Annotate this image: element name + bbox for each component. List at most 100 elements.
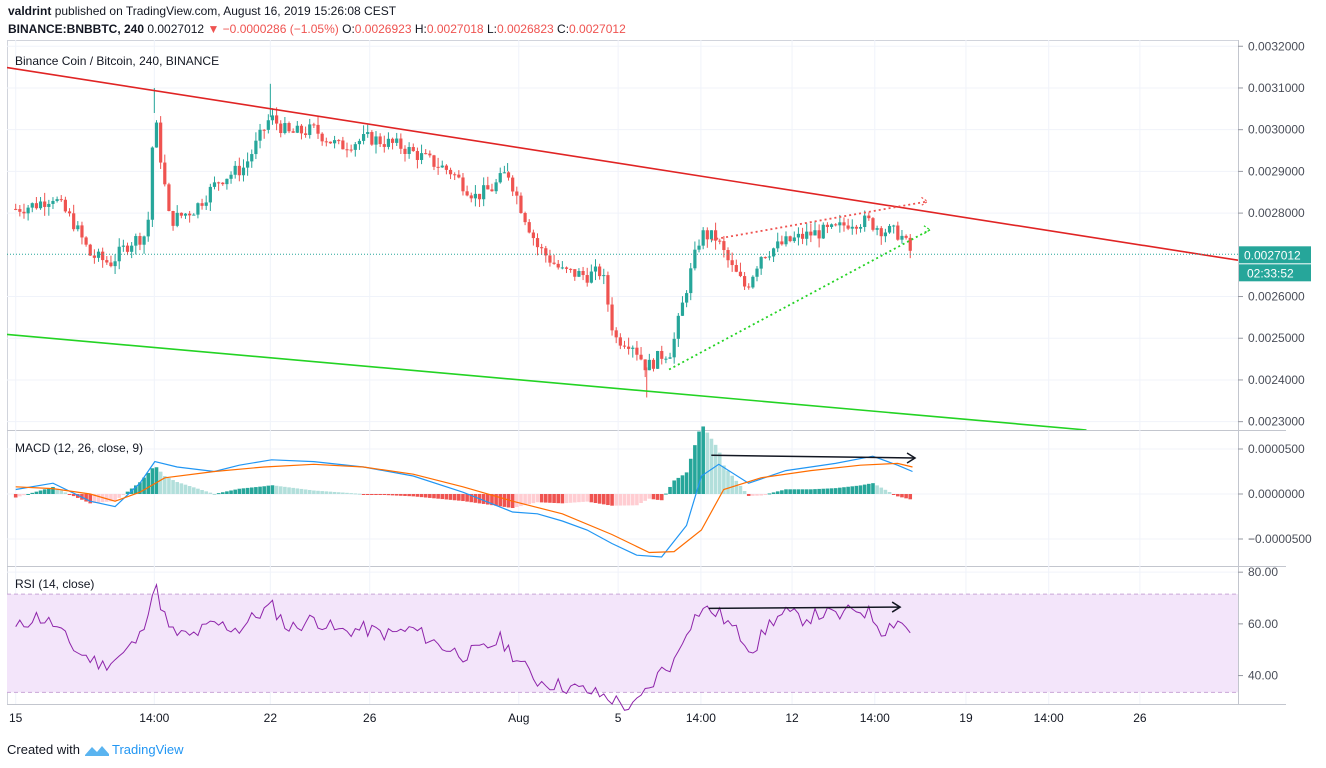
macd-histogram-bar <box>415 494 420 497</box>
macd-histogram-bar <box>84 494 88 502</box>
macd-histogram-bar <box>92 494 97 503</box>
candle <box>506 172 511 178</box>
macd-histogram-bar <box>746 494 751 496</box>
high-label: H: <box>414 22 427 36</box>
macd-histogram-bar <box>394 494 399 496</box>
candle <box>275 115 279 124</box>
candle <box>726 250 730 261</box>
candle <box>183 213 188 216</box>
candle <box>440 165 444 168</box>
candle <box>101 251 105 261</box>
macd-histogram-bar <box>635 494 639 506</box>
macd-histogram-bar <box>299 488 304 494</box>
macd-histogram-bar <box>316 490 320 494</box>
macd-histogram-bar <box>896 494 900 497</box>
candle <box>747 286 751 288</box>
x-tick-label: 14:00 <box>860 711 890 725</box>
macd-histogram-bar <box>266 485 271 494</box>
footer-brand[interactable]: TradingView <box>111 742 184 757</box>
macd-histogram-bar <box>278 486 283 494</box>
candle <box>643 359 647 371</box>
candle <box>759 257 763 269</box>
change-arrow-icon: ▼ <box>207 22 220 36</box>
macd-histogram-bar <box>212 493 217 495</box>
candle <box>751 276 755 288</box>
macd-histogram-bar <box>626 494 631 506</box>
macd-histogram-bar <box>734 480 739 494</box>
macd-histogram-bar <box>701 426 705 494</box>
trend-line <box>7 66 1238 262</box>
candle <box>130 245 134 252</box>
candle <box>88 244 92 256</box>
candle <box>403 148 407 154</box>
macd-histogram-bar <box>788 489 792 494</box>
macd-histogram-bar <box>506 494 511 508</box>
macd-histogram-bar <box>639 494 643 504</box>
macd-histogram-bar <box>142 477 146 494</box>
candle <box>709 230 714 240</box>
macd-histogram-bar <box>842 487 846 494</box>
x-tick-label: 14:00 <box>139 711 169 725</box>
macd-histogram-bar <box>651 494 656 500</box>
author-name[interactable]: valdrint <box>8 4 52 18</box>
macd-histogram-bar <box>187 486 192 494</box>
macd-histogram-bar <box>133 485 138 494</box>
macd-histogram-bar <box>270 485 275 494</box>
macd-histogram-bar <box>307 489 312 494</box>
macd-histogram-bar <box>668 486 672 494</box>
candle <box>672 338 676 358</box>
candle <box>312 124 316 126</box>
candle <box>22 211 26 214</box>
macd-histogram-bar <box>204 491 209 494</box>
candle <box>382 144 386 147</box>
candle <box>138 236 142 245</box>
candle <box>771 248 776 257</box>
candle <box>320 133 324 142</box>
macd-histogram-bar <box>332 491 337 494</box>
macd-histogram-bar <box>871 483 875 494</box>
candle <box>250 154 254 162</box>
x-tick-label: 26 <box>363 711 377 725</box>
macd-histogram-bar <box>780 490 784 494</box>
macd-histogram-bar <box>825 488 830 494</box>
macd-histogram-bar <box>531 494 536 504</box>
candle <box>742 276 747 287</box>
candle <box>453 174 457 176</box>
candle <box>763 257 767 259</box>
countdown-tag <box>1239 264 1311 282</box>
macd-histogram-bar <box>320 491 324 494</box>
macd-histogram-bar <box>548 494 552 503</box>
macd-histogram-bar <box>179 483 184 494</box>
macd-histogram-bar <box>146 472 151 494</box>
macd-histogram-bar <box>838 487 842 494</box>
candle <box>527 222 531 233</box>
grid <box>7 40 1238 704</box>
candle <box>55 199 59 201</box>
candle <box>569 268 573 270</box>
candle <box>432 155 436 167</box>
macd-histogram-bar <box>42 489 47 494</box>
rsi-pane-title: RSI (14, close) <box>15 577 94 591</box>
candle <box>846 225 850 229</box>
macd-histogram-bar <box>676 477 681 494</box>
macd-histogram-bar <box>792 489 797 494</box>
macd-histogram-bar <box>515 494 519 508</box>
macd-histogram-bar <box>353 493 358 495</box>
macd-histogram-bar <box>357 493 362 495</box>
macd-histogram-bar <box>659 494 664 501</box>
candle <box>482 185 486 200</box>
current-price-label: 0.0027012 <box>1244 248 1301 262</box>
candle <box>51 200 55 204</box>
candle <box>598 266 602 277</box>
macd-histogram-bar <box>26 493 30 495</box>
candle <box>544 248 548 256</box>
candle <box>316 124 320 134</box>
macd-histogram-bar <box>444 494 449 500</box>
macd-histogram-bar <box>63 492 68 494</box>
y-tick-label: 0.0028000 <box>1248 206 1305 220</box>
candle <box>411 147 415 152</box>
candle <box>552 262 556 264</box>
candle <box>113 261 117 267</box>
x-tick-label: 14:00 <box>686 711 716 725</box>
